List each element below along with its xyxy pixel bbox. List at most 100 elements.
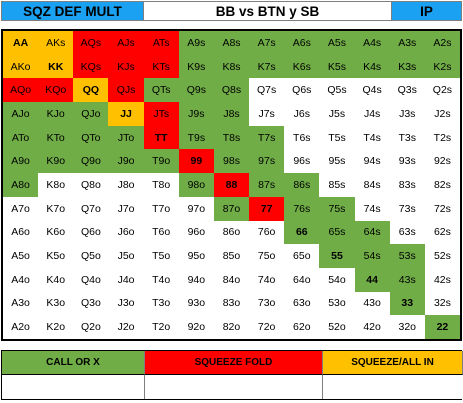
pair-cell: KK <box>38 54 74 79</box>
hand-cell: 53o <box>319 291 355 316</box>
hand-cell: K8s <box>213 54 250 79</box>
hand-cell: 95o <box>178 244 214 268</box>
hand-cell: J3o <box>108 291 144 316</box>
hand-cell: 43o <box>354 291 390 316</box>
hand-cell: 98s <box>213 149 250 174</box>
hand-cell: K4s <box>354 54 390 79</box>
hand-cell: Q6s <box>284 78 320 103</box>
hand-cell: 86o <box>213 220 250 245</box>
hand-cell: 97o <box>178 196 214 221</box>
hand-cell: 54s <box>354 244 390 268</box>
hand-cell: A8o <box>3 173 39 197</box>
hand-cell: Q2s <box>424 78 460 103</box>
hand-cell: ATs <box>143 31 179 55</box>
hand-cell: 75s <box>319 196 355 221</box>
hand-cell: T9o <box>143 149 179 174</box>
hand-cell: QJs <box>108 78 144 103</box>
scenario-title: SQZ DEF MULT <box>1 1 144 21</box>
hand-cell: A6o <box>3 220 39 245</box>
hand-cell: 96s <box>284 149 320 174</box>
pair-cell: QQ <box>73 78 109 103</box>
pair-cell: 22 <box>424 315 460 339</box>
pair-cell: 99 <box>178 149 214 174</box>
hand-cell: Q9s <box>178 78 214 103</box>
hand-cell: Q9o <box>73 149 109 174</box>
hand-cell: AQo <box>3 78 39 103</box>
hand-cell: A2o <box>3 315 39 339</box>
hand-cell: Q5o <box>73 244 109 268</box>
hand-cell: A7o <box>3 196 39 221</box>
hand-cell: 64s <box>354 220 390 245</box>
hand-cell: AJo <box>3 102 39 126</box>
hand-cell: 53s <box>389 244 425 268</box>
hand-cell: 52s <box>424 244 460 268</box>
hand-cell: 87o <box>213 196 250 221</box>
hand-cell: J3s <box>389 102 425 126</box>
hand-cell: 86s <box>284 173 320 197</box>
hand-cell: Q8o <box>73 173 109 197</box>
hand-cell: Q8s <box>213 78 250 103</box>
pair-cell: 44 <box>354 267 390 292</box>
hand-cell: 74o <box>249 267 285 292</box>
hand-cell: Q4s <box>354 78 390 103</box>
pair-cell: 55 <box>319 244 355 268</box>
hand-cell: AKs <box>38 31 74 55</box>
pair-cell: AA <box>3 31 39 55</box>
hand-cell: A2s <box>424 31 460 55</box>
hand-cell: 62s <box>424 220 460 245</box>
hand-cell: A9o <box>3 149 39 174</box>
hand-cell: AKo <box>3 54 39 79</box>
hand-cell: 97s <box>249 149 285 174</box>
hand-cell: QJo <box>73 102 109 126</box>
hand-cell: 82o <box>213 315 250 339</box>
hand-cell: 72o <box>249 315 285 339</box>
hand-cell: AQs <box>73 31 109 55</box>
hand-cell: Q3o <box>73 291 109 316</box>
hand-cell: T3s <box>389 125 425 150</box>
hand-cell: T5s <box>319 125 355 150</box>
hand-cell: ATo <box>3 125 39 150</box>
hand-cell: Q5s <box>319 78 355 103</box>
legend-table: CALL OR X SQUEEZE FOLD SQUEEZE/ALL IN <box>1 350 463 400</box>
hand-cell: A4o <box>3 267 39 292</box>
hand-cell: 42o <box>354 315 390 339</box>
hand-cell: 83s <box>389 173 425 197</box>
hand-cell: 76s <box>284 196 320 221</box>
hand-cell: J6o <box>108 220 144 245</box>
hand-cell: AJs <box>108 31 144 55</box>
hand-cell: 65s <box>319 220 355 245</box>
hand-cell: 72s <box>424 196 460 221</box>
hand-cell: Q3s <box>389 78 425 103</box>
hand-cell: T4s <box>354 125 390 150</box>
range-header: SQZ DEF MULT BB vs BTN y SB IP <box>1 1 462 21</box>
legend-squeeze-all-in-notes <box>323 375 463 399</box>
hand-cell: KQs <box>73 54 109 79</box>
hand-cell: QTo <box>73 125 109 150</box>
pair-cell: JJ <box>108 102 144 126</box>
hand-cell: K9s <box>178 54 214 79</box>
legend-call-or-x-notes <box>2 375 145 399</box>
hand-cell: J5s <box>319 102 355 126</box>
hand-cell: 63s <box>389 220 425 245</box>
hand-cell: 85o <box>213 244 250 268</box>
hand-cell: T5o <box>143 244 179 268</box>
hand-cell: J4o <box>108 267 144 292</box>
hand-cell: 94o <box>178 267 214 292</box>
hand-cell: T2o <box>143 315 179 339</box>
pair-cell: 77 <box>249 196 285 221</box>
hand-cell: 42s <box>424 267 460 292</box>
hand-cell: 98o <box>178 173 214 197</box>
hand-cell: 63o <box>284 291 320 316</box>
hand-cell: A5o <box>3 244 39 268</box>
hand-cell: J2s <box>424 102 460 126</box>
hand-cell: K4o <box>38 267 74 292</box>
hand-cell: K9o <box>38 149 74 174</box>
pair-cell: 33 <box>389 291 425 316</box>
hand-cell: Q7s <box>249 78 285 103</box>
hand-cell: 93s <box>389 149 425 174</box>
hand-cell: K8o <box>38 173 74 197</box>
hand-cell: 76o <box>249 220 285 245</box>
hand-cell: 82s <box>424 173 460 197</box>
hand-cell: J5o <box>108 244 144 268</box>
hand-cell: 92o <box>178 315 214 339</box>
